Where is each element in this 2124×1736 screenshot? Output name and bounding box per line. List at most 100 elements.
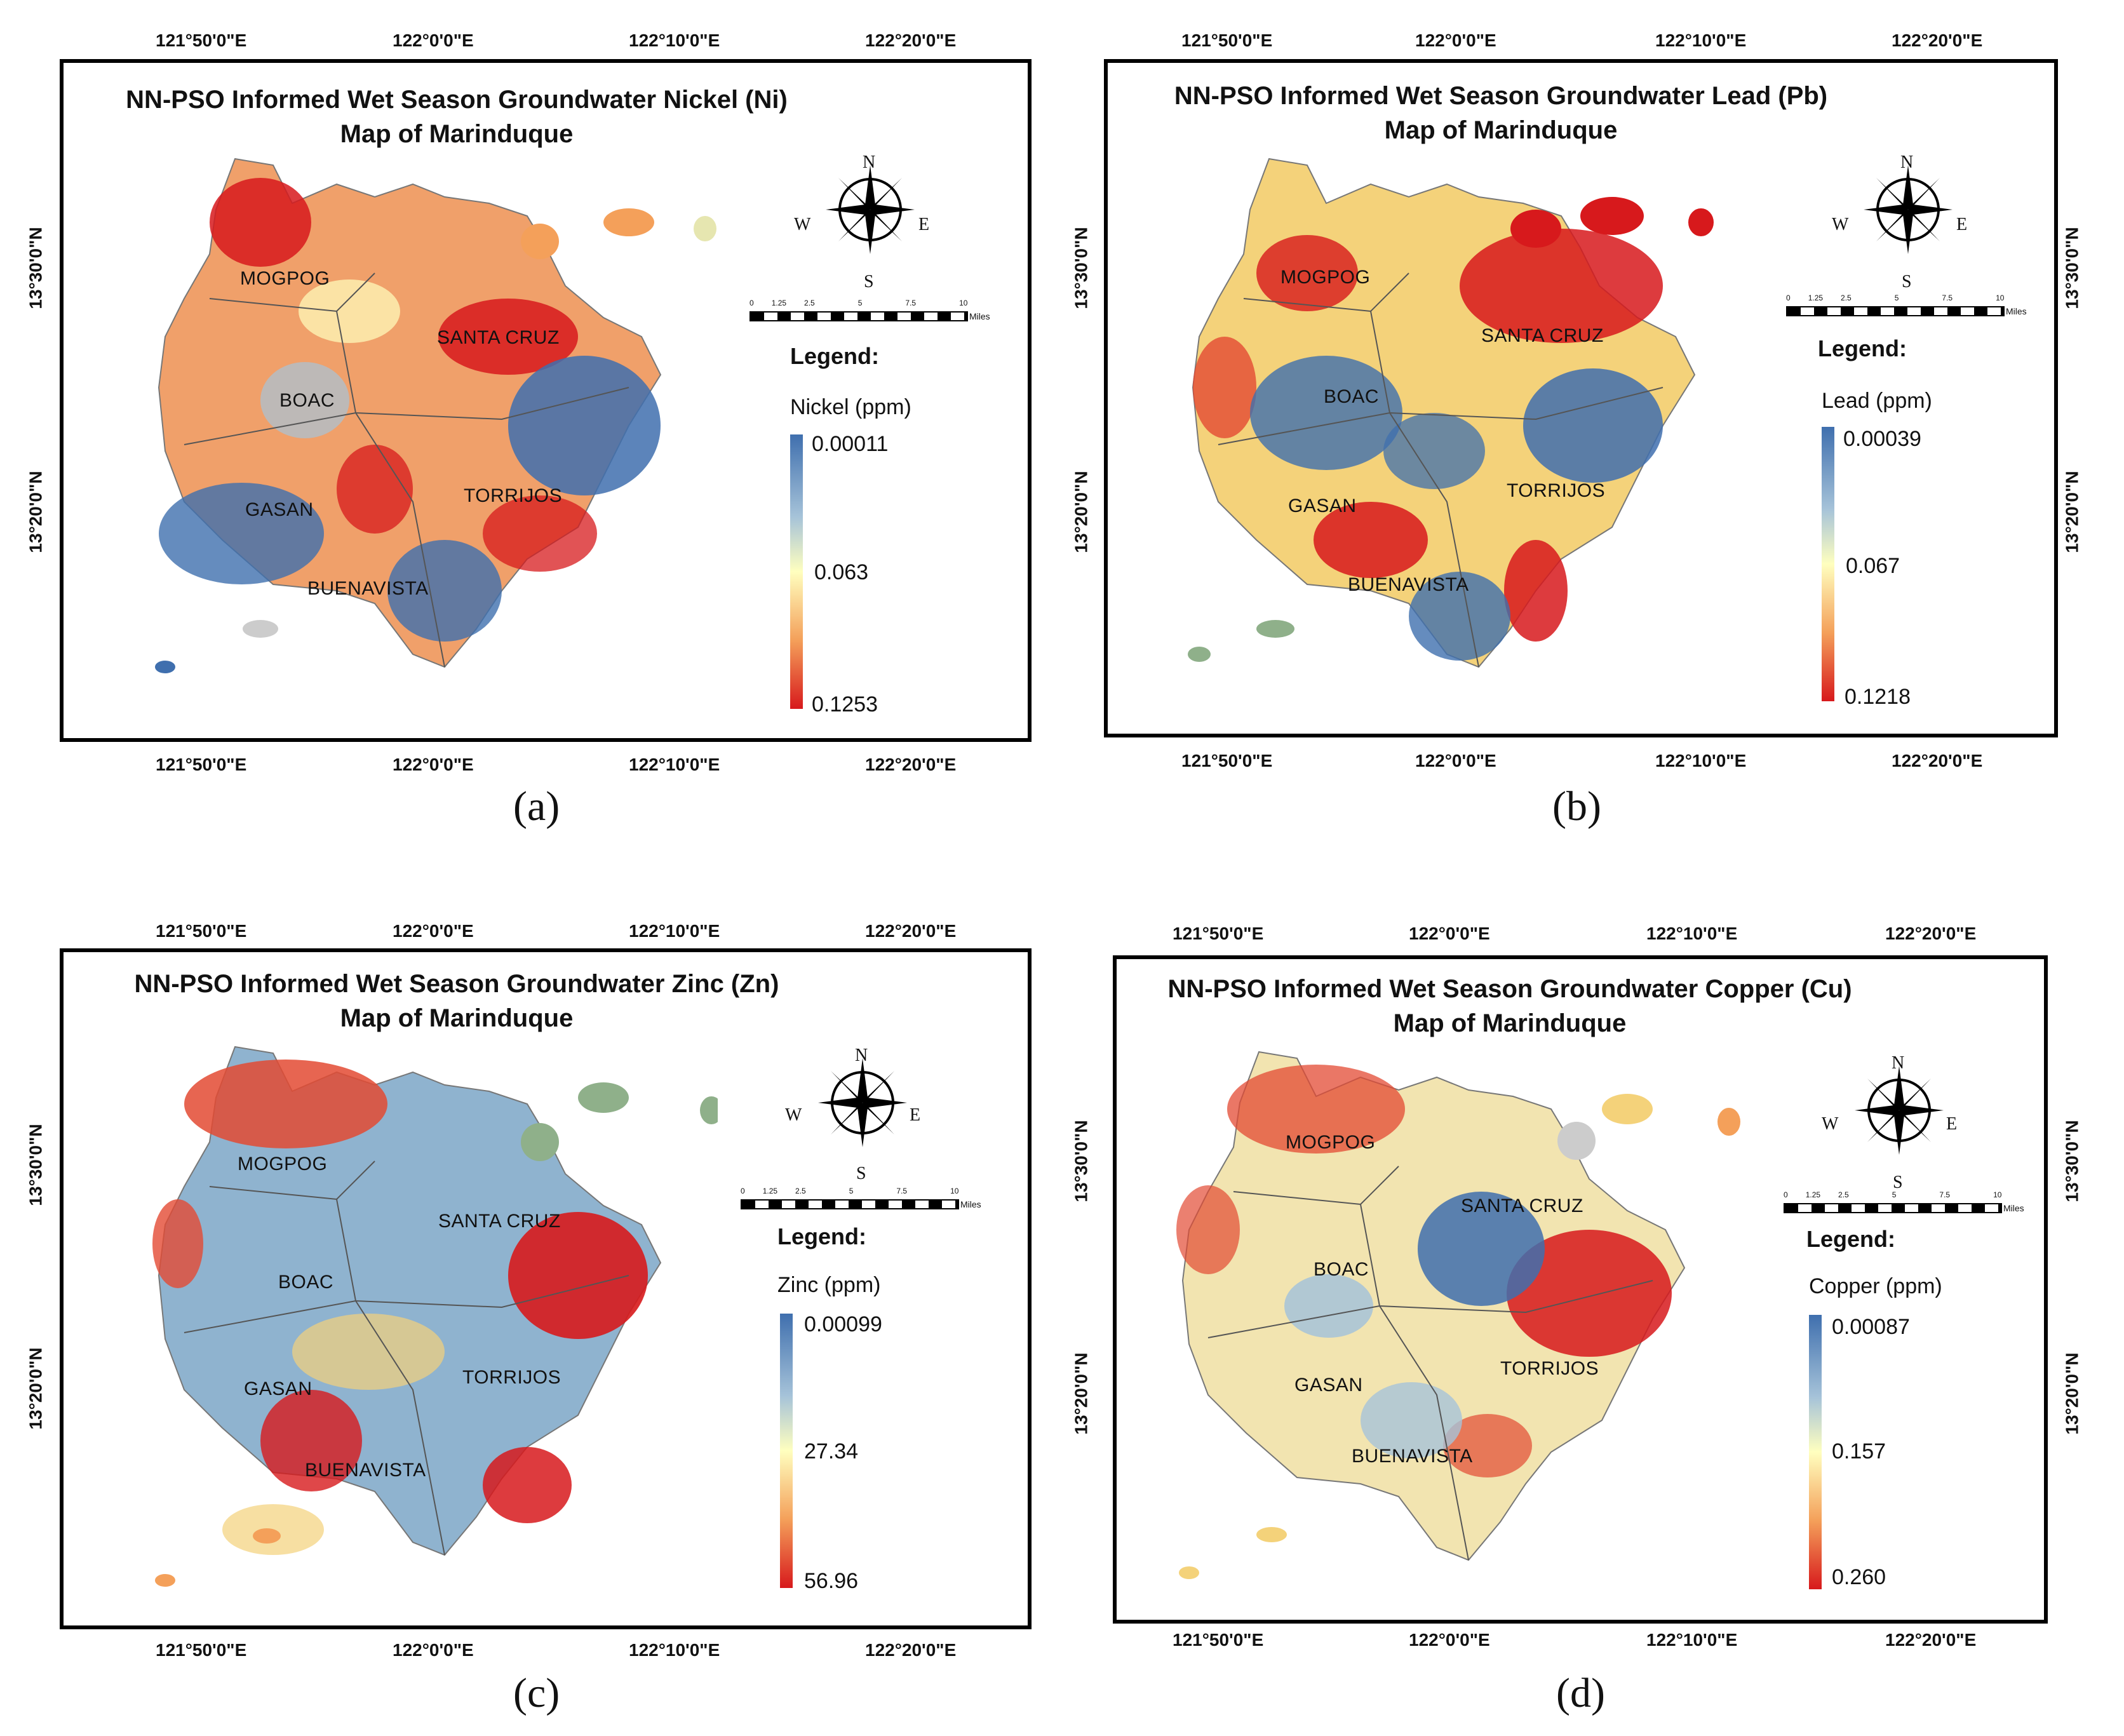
legend-mid: 27.34	[804, 1439, 859, 1463]
lon-bottom-3: 122°10'0"E	[1646, 1630, 1738, 1650]
map-title: NN-PSO Informed Wet Season Groundwater L…	[1104, 79, 1898, 147]
municipality-label: GASAN	[1288, 495, 1357, 516]
municipality-label: GASAN	[1294, 1375, 1363, 1396]
municipality-label: TORRIJOS	[1507, 480, 1606, 501]
municipality-label: BOAC	[279, 390, 335, 411]
municipality-label: BOAC	[1324, 386, 1380, 407]
islet	[1188, 647, 1211, 662]
lon-bottom-4: 122°20'0"E	[865, 755, 957, 774]
boundary-line	[184, 273, 629, 668]
title-line-1: NN-PSO Informed Wet Season Groundwater L…	[1174, 82, 1828, 110]
choropleth-map	[152, 1046, 718, 1587]
legend-mid: 0.157	[1832, 1439, 1886, 1463]
scale-tick: 5	[857, 299, 863, 307]
hot-spot	[1504, 540, 1568, 642]
islet	[253, 1528, 281, 1544]
choropleth-map	[155, 158, 716, 673]
lon-bottom-1: 121°50'0"E	[156, 755, 247, 774]
scale-tick: 0	[741, 1187, 745, 1195]
lat-right-2: 13°20'0"N	[2062, 1352, 2082, 1435]
lon-top-1: 121°50'0"E	[156, 921, 247, 941]
municipality-label: MOGPOG	[240, 268, 330, 289]
cool-spot	[1418, 1192, 1545, 1306]
lon-bottom-1: 121°50'0"E	[1173, 1630, 1264, 1650]
compass-n: N	[855, 1046, 868, 1065]
scale-tick: 10	[950, 1187, 959, 1195]
cool-spot	[508, 356, 661, 495]
lon-top-2: 122°0'0"E	[1409, 924, 1490, 943]
hot-spot	[210, 178, 311, 267]
islet	[1510, 210, 1561, 248]
lon-bottom-4: 122°20'0"E	[1885, 1630, 1977, 1650]
lon-top-4: 122°20'0"E	[865, 30, 957, 50]
lat-right-1: 13°30'0"N	[2062, 1120, 2082, 1202]
legend-mid: 0.067	[1846, 554, 1900, 578]
municipality-label: MOGPOG	[1280, 267, 1371, 288]
scale-tick: 2.5	[1841, 293, 1852, 302]
lon-bottom-3: 122°10'0"E	[1655, 751, 1747, 770]
compass-e: E	[918, 215, 930, 234]
cool-spot	[1284, 1274, 1373, 1338]
compass-e: E	[1946, 1114, 1958, 1134]
boundary-line	[184, 1161, 629, 1556]
scale-tick: 5	[849, 1187, 854, 1195]
north-arrow-icon	[1864, 165, 1953, 254]
municipality-label: SANTA CRUZ	[437, 327, 560, 348]
cool-spot	[1361, 1382, 1462, 1458]
islet	[603, 208, 654, 236]
lon-bottom-2: 122°0'0"E	[393, 1640, 474, 1660]
lon-top-1: 121°50'0"E	[1173, 924, 1264, 943]
lon-top-1: 121°50'0"E	[1181, 30, 1273, 50]
scale-tick: 0	[1786, 293, 1791, 302]
compass-n: N	[1892, 1053, 1905, 1073]
scale-tick: 10	[959, 299, 968, 307]
islet	[1580, 197, 1644, 235]
legend-min: 0.1253	[812, 692, 878, 717]
lon-bottom-3: 122°10'0"E	[629, 755, 720, 774]
municipality-label: BOAC	[278, 1272, 334, 1293]
municipality-label: BUENAVISTA	[305, 1460, 426, 1481]
islet	[1256, 1527, 1287, 1542]
lat-left-1: 13°30'0"N	[25, 227, 46, 309]
municipality-label: BUENAVISTA	[1348, 574, 1469, 595]
map-title: NN-PSO Informed Wet Season Groundwater N…	[60, 83, 854, 151]
islet	[694, 216, 716, 241]
legend-min: 56.96	[804, 1569, 859, 1593]
lon-top-1: 121°50'0"E	[156, 30, 247, 50]
islet	[1557, 1122, 1596, 1160]
panel-d: 121°50'0"E 122°0'0"E 122°10'0"E 122°20'0…	[1062, 868, 2124, 1736]
hot-spot	[1193, 337, 1256, 438]
lat-left-2: 13°20'0"N	[25, 1347, 46, 1430]
panel-caption: (d)	[1556, 1670, 1605, 1716]
choropleth-map	[1176, 1051, 1740, 1579]
lon-top-4: 122°20'0"E	[1885, 924, 1977, 943]
lon-bottom-1: 121°50'0"E	[156, 1640, 247, 1660]
legend-min: 0.260	[1832, 1565, 1886, 1589]
municipality-label: TORRIJOS	[464, 485, 563, 506]
municipality-label: BUENAVISTA	[1352, 1446, 1473, 1467]
compass-w: W	[794, 215, 811, 234]
compass-w: W	[785, 1105, 802, 1125]
scale-bar: 0 1.25 2.5 5 7.5 10 Miles	[749, 299, 990, 324]
hot-spot	[483, 1447, 572, 1523]
title-line-1: NN-PSO Informed Wet Season Groundwater Z…	[134, 970, 779, 998]
boundary-line	[1207, 1166, 1653, 1561]
north-arrow-icon	[818, 1058, 907, 1147]
islet	[700, 1096, 718, 1124]
lon-bottom-2: 122°0'0"E	[1409, 1630, 1490, 1650]
boundary-line	[1218, 273, 1664, 668]
municipality-label: SANTA CRUZ	[1481, 325, 1604, 346]
hot-spot	[1443, 1414, 1532, 1477]
hot-spot	[1460, 229, 1663, 343]
lat-left-2: 13°20'0"N	[25, 471, 46, 553]
municipality-label: GASAN	[244, 1378, 313, 1399]
scale-unit: Miles	[2003, 1203, 2024, 1213]
islet	[1256, 620, 1294, 638]
scale-tick: 7.5	[1942, 293, 1953, 302]
lon-top-3: 122°10'0"E	[629, 30, 720, 50]
north-arrow-icon	[826, 165, 915, 254]
color-ramp	[1809, 1315, 1822, 1589]
lon-top-2: 122°0'0"E	[1415, 30, 1496, 50]
islet	[1602, 1094, 1653, 1124]
panel-caption: (b)	[1552, 783, 1601, 830]
